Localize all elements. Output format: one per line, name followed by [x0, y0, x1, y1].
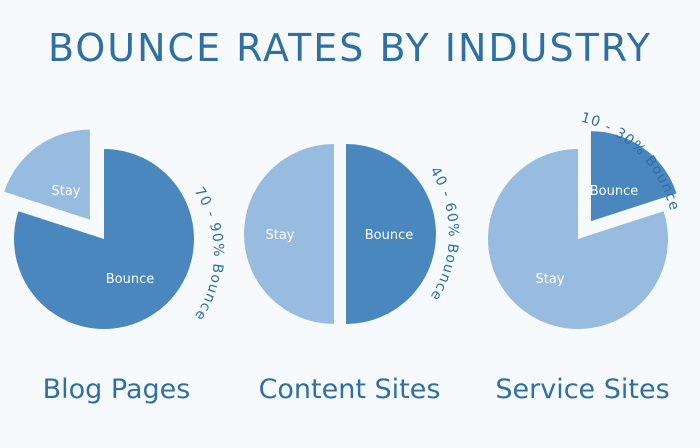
slice-service-bounce — [590, 131, 677, 222]
slice-label-content-bounce: Bounce — [365, 228, 414, 243]
pie-blog-pages: Bounce Stay 70 - 90% Bounce — [4, 129, 226, 329]
slice-label-blog-stay: Stay — [51, 184, 80, 199]
slice-label-content-stay: Stay — [265, 228, 294, 243]
slice-service-stay — [488, 149, 669, 330]
slice-blog-bounce — [13, 149, 194, 329]
slice-label-blog-bounce: Bounce — [106, 272, 155, 287]
category-label-blog-pages: Blog Pages — [42, 374, 191, 405]
slice-label-service-stay: Stay — [535, 272, 564, 287]
slice-blog-stay — [4, 129, 90, 220]
pie-service-sites: Bounce Stay 10 - 30% Bounce — [488, 110, 681, 330]
slice-content-stay — [244, 144, 334, 324]
chart-title: BOUNCE RATES BY INDUSTRY — [47, 26, 652, 70]
slice-label-service-bounce: Bounce — [590, 184, 639, 199]
category-label-service-sites: Service Sites — [495, 374, 670, 405]
category-label-content-sites: Content Sites — [258, 374, 441, 405]
pie-content-sites: Bounce Stay 40 - 60% Bounce — [244, 144, 460, 324]
slice-content-bounce — [346, 144, 436, 324]
annotation-blog: 70 - 90% Bounce — [191, 184, 226, 324]
